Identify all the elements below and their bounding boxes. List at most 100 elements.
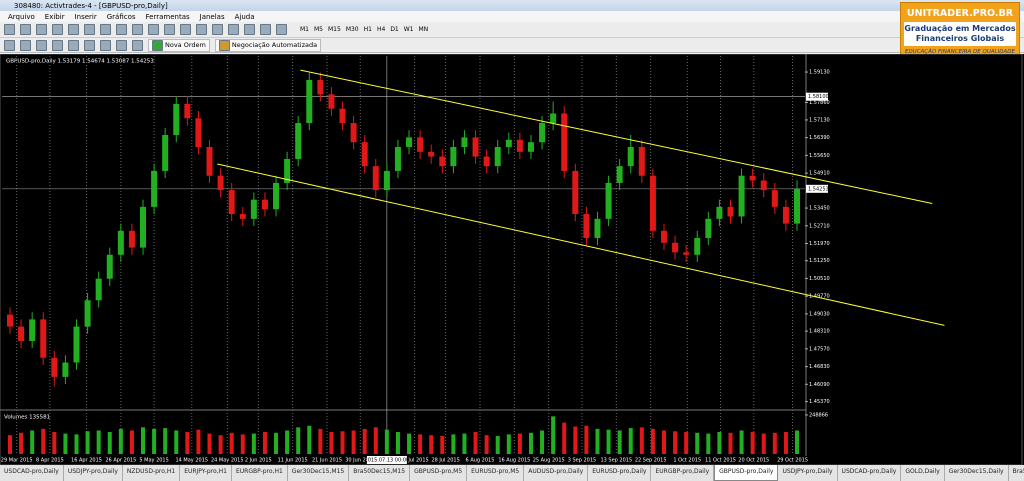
tool-icon[interactable]	[68, 39, 79, 51]
menu-item[interactable]: Ferramentas	[145, 12, 190, 21]
x-tick-label: 8 Apr 2015	[36, 458, 64, 464]
tool-icon[interactable]	[36, 24, 47, 35]
menu-item[interactable]: Exibir	[44, 12, 65, 21]
y-tick-label: 1.50510	[809, 276, 830, 282]
tool-icon[interactable]	[100, 24, 111, 35]
timeframe-button[interactable]: M15	[328, 26, 341, 33]
chart-tab[interactable]: Ger30Dec15,M15	[288, 465, 350, 481]
tool-icon[interactable]	[4, 24, 15, 35]
tool-icon[interactable]	[244, 24, 255, 35]
chart-tab[interactable]: USDJPY-pro,Daily	[64, 465, 123, 481]
candle-body	[672, 242, 679, 253]
chart-tab[interactable]: USDJPY-pro,Daily	[778, 465, 838, 481]
candle-body	[727, 206, 734, 217]
timeframe-button[interactable]: MN	[418, 26, 429, 33]
volume-tick-label: 248866	[809, 412, 828, 418]
volume-bar	[462, 433, 467, 454]
tool-icon[interactable]	[276, 24, 287, 35]
y-tick-label: 1.57130	[809, 117, 830, 123]
tool-icon[interactable]	[4, 39, 15, 51]
chart-tab[interactable]: Bra50Dec15,M15	[349, 465, 411, 481]
tool-icon[interactable]	[148, 24, 159, 35]
timeframe-button[interactable]: M5	[314, 26, 323, 33]
volume-bar	[174, 430, 179, 454]
tool-icon[interactable]	[132, 24, 143, 35]
candle-body	[128, 230, 135, 248]
volume-bar	[650, 428, 655, 454]
timeframe-button[interactable]: M30	[345, 26, 359, 33]
tool-icon[interactable]	[100, 39, 111, 51]
tool-icon[interactable]	[84, 39, 95, 51]
volume-bar	[274, 432, 279, 454]
chart-tab[interactable]: EURUSD-pro,M5	[467, 465, 525, 481]
volume-bar	[395, 432, 400, 454]
tool-icon[interactable]	[132, 39, 143, 51]
tool-icon[interactable]	[20, 24, 31, 35]
candle-body	[660, 230, 667, 243]
timeframe-button[interactable]: M1	[300, 26, 309, 33]
candle-body	[527, 142, 534, 152]
volume-bar	[418, 434, 423, 454]
tool-icon[interactable]	[20, 39, 31, 51]
menu-item[interactable]: Janelas	[199, 12, 225, 21]
tool-icon[interactable]	[52, 24, 63, 35]
chart-tab[interactable]: NZDUSD-pro,H1	[123, 465, 181, 481]
volume-bar	[373, 427, 378, 454]
x-tick-label: 6 Aug 2015	[466, 458, 495, 464]
volume-bar	[761, 433, 766, 454]
tool-icon[interactable]	[180, 24, 191, 35]
menu-item[interactable]: Arquivo	[8, 12, 35, 21]
tool-icon[interactable]	[116, 39, 127, 51]
tool-icon[interactable]	[36, 39, 47, 51]
tool-icon[interactable]	[212, 24, 223, 35]
volume-bar	[407, 433, 412, 454]
volume-bar	[584, 425, 589, 454]
timeframe-button[interactable]: D1	[390, 26, 399, 33]
chart-tab[interactable]: AUDUSD-pro,Daily	[524, 465, 589, 481]
timeframe-button[interactable]: H4	[376, 26, 386, 33]
tool-icon[interactable]	[84, 24, 95, 35]
tool-icon[interactable]	[228, 24, 239, 35]
tool-icon[interactable]	[68, 24, 79, 35]
volume-bar	[85, 431, 90, 454]
menu-item[interactable]: Inserir	[74, 12, 97, 21]
new-order-button[interactable]: Nova Ordem	[148, 38, 210, 52]
volume-bar	[185, 432, 190, 454]
tool-icon[interactable]	[116, 24, 127, 35]
candle-body	[550, 113, 557, 124]
chart-tab[interactable]: EURGBP-pro,Daily	[651, 465, 715, 481]
crosshair-date-box	[366, 456, 407, 464]
menu-item[interactable]: Ajuda	[234, 12, 255, 21]
candle-body	[162, 135, 169, 171]
chart-tab[interactable]: GBPUSD-pro,Daily	[714, 465, 779, 481]
candle-body	[350, 123, 357, 143]
tool-icon[interactable]	[164, 24, 175, 35]
icon	[152, 39, 163, 51]
title-bar: 308480: Activtrades-4 - [GBPUSD-pro,Dail…	[0, 0, 1024, 11]
timeframe-button[interactable]: W1	[403, 26, 414, 33]
chart-tab[interactable]: EURJPY-pro,H1	[180, 465, 232, 481]
x-tick-label: 3 Sep 2015	[568, 458, 597, 464]
chart-tab[interactable]: EURUSD-pro,Daily	[588, 465, 652, 481]
chart-tab[interactable]: Ger30Dec15,Daily	[945, 465, 1009, 481]
candle-body	[228, 190, 235, 215]
chart-tabs: USDCAD-pro,Daily USDJPY-pro,Daily NZDUSD-p…	[0, 465, 1024, 481]
volume-bar	[573, 426, 578, 454]
tool-icon[interactable]	[260, 24, 271, 35]
candle-body	[317, 79, 324, 95]
timeframe-button[interactable]: H1	[363, 26, 372, 33]
volume-bar	[229, 432, 234, 454]
tool-icon[interactable]	[196, 24, 207, 35]
chart-tab[interactable]: USDCAD-pro,Daily	[0, 465, 64, 481]
y-tick-label: 1.46830	[809, 364, 830, 370]
chart-tab[interactable]: GOLD,Daily	[901, 465, 945, 481]
y-tick-label: 1.56390	[809, 135, 830, 141]
auto-trading-button[interactable]: Negociação Automatizada	[214, 38, 322, 52]
tool-icon[interactable]	[52, 39, 63, 51]
chart-tab[interactable]: Bra50Dec15,Daily	[1009, 465, 1024, 481]
menu-item[interactable]: Gráficos	[106, 12, 136, 21]
chart-tab[interactable]: EURGBP-pro,H1	[232, 465, 288, 481]
chart-tab[interactable]: GBPUSD-pro,M5	[410, 465, 468, 481]
chart-tab[interactable]: USDCAD-pro,Daily	[838, 465, 902, 481]
candle-body	[683, 252, 690, 255]
